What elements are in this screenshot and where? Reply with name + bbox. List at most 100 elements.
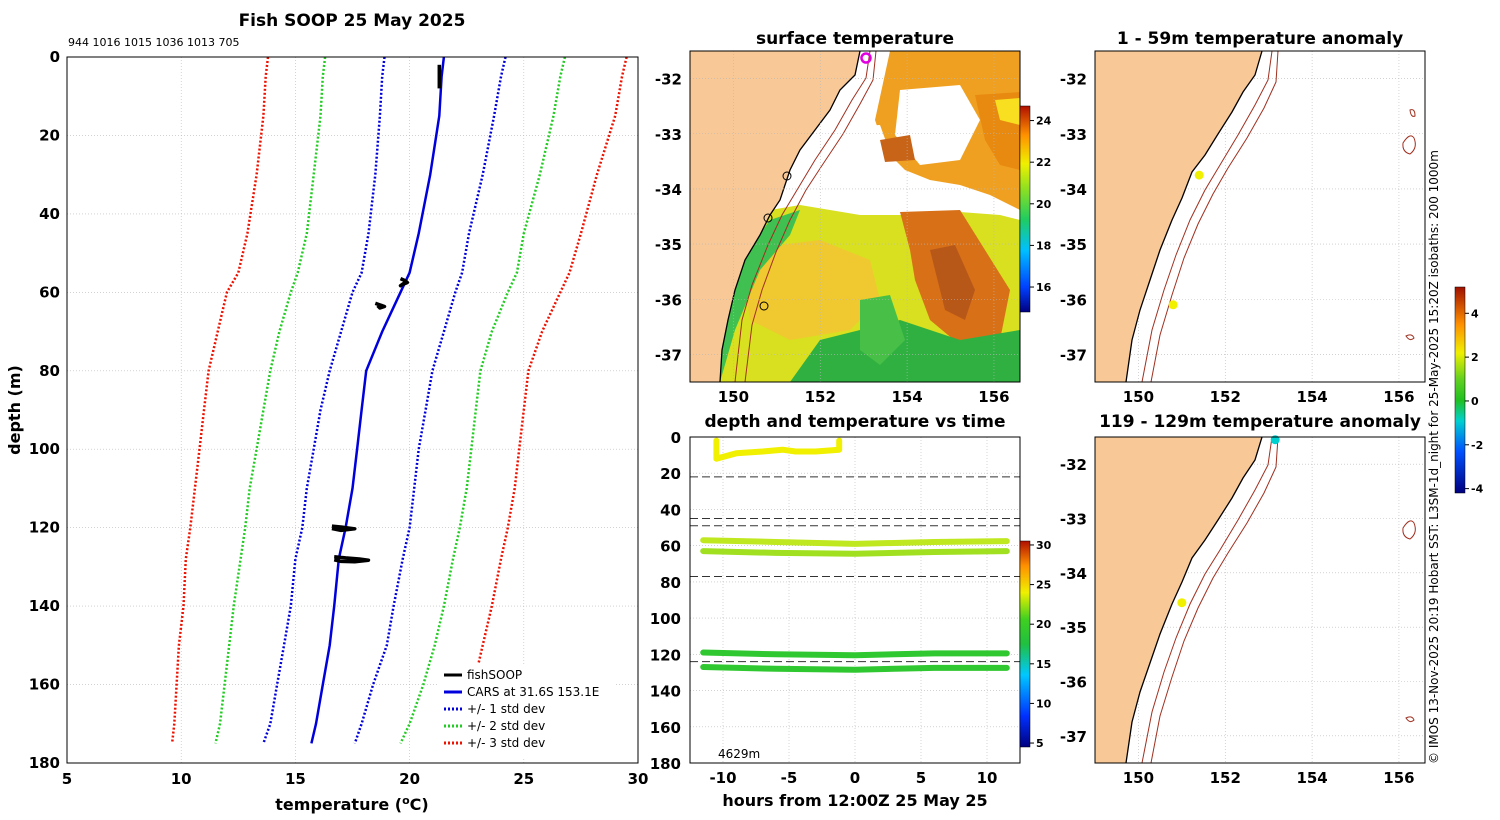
sst-cb-label: 18 [1036,239,1051,252]
profile-xtick-label: 10 [171,770,192,788]
anomaly-lower-cast-point [1177,598,1187,608]
profile-ytick-label: 160 [29,676,60,694]
sst-map-xtick-label: 156 [978,388,1009,406]
anomaly-upper-seamount-2 [1409,109,1416,117]
sst-warm-patch [995,98,1020,125]
sst-map-ytick-label: -32 [655,71,682,89]
anomaly-upper-ytick-label: -33 [1060,126,1087,144]
anomaly-upper-box [1094,50,1426,383]
time-xtick-label: 5 [916,769,926,787]
profile-series--3-std [170,57,270,744]
anomaly-upper-xtick-label: 156 [1383,388,1414,406]
legend-label-fish: fishSOOP [467,668,522,682]
time-xtick-label: 0 [850,769,860,787]
sst-map-ticks: 150 152 154 156 -32 -33 -34 -35 -36 -37 16 18 20 22 24 [655,71,1052,406]
anomaly-lower-map [1095,437,1416,763]
anomaly-lower-seamount-1 [1402,520,1416,540]
time-cb-label: 25 [1036,579,1051,592]
profile-series--1-std [262,57,386,744]
sst-map-title: surface temperature [756,29,954,49]
sst-cb-label: 24 [1036,115,1052,128]
profile-series--1-std [353,57,507,744]
sst-eddy-warm [740,240,880,340]
profile-axes-box [66,56,639,764]
profile-legend: fishSOOP CARS at 31.6S 153.1E +/- 1 std … [438,664,614,759]
anomaly-lower-panel: 119 - 129m temperature anomaly 150 152 154… [1060,412,1426,787]
anomaly-upper-isobath-200 [1141,51,1273,382]
anomaly-upper-ytick-label: -32 [1060,71,1087,89]
fishsoop-trace [374,301,387,310]
credit-text: © IMOS 13-Nov-2025 20:19 Hobart SST: L3S… [1427,150,1441,764]
legend-bg [438,664,614,759]
sst-map-grid [690,51,1020,382]
sst-cb-label: 22 [1036,156,1051,169]
sst-station-3 [759,301,769,311]
time-cb-label: 15 [1036,658,1051,671]
profile-xtick-label: 5 [62,770,72,788]
sst-cb-label: 20 [1036,198,1052,211]
anomaly-lower-ytick-label: -33 [1060,511,1087,529]
sst-cloud-1 [895,85,980,165]
anomaly-cb-label: -4 [1471,483,1484,496]
sst-patch-brown [880,135,915,162]
anomaly-upper-ticks: 150 152 154 156 -32 -33 -34 -35 -36 -37 [1060,71,1415,406]
anomaly-upper-seamount-1 [1402,135,1416,155]
time-cb-label: 30 [1036,539,1052,552]
sst-map-xtick-label: 152 [805,388,836,406]
fishsoop-trace [398,277,410,288]
anomaly-lower-box [1094,436,1426,764]
anomaly-lower-ytick-label: -36 [1060,674,1087,692]
anomaly-lower-coast [1125,437,1263,763]
sst-map-ytick-label: -34 [655,181,682,199]
anomaly-lower-ytick-label: -32 [1060,456,1087,474]
anomaly-lower-isobath-1000 [1150,437,1279,763]
anomaly-upper-seamount-3 [1405,334,1415,341]
profile-lines [170,57,628,744]
sst-map-xtick-label: 150 [718,388,749,406]
sst-map-ytick-label: -36 [655,291,682,309]
time-xtick-label: -10 [709,769,736,787]
sst-isobath-200 [734,51,871,382]
anomaly-upper-ytick-label: -34 [1060,181,1087,199]
sst-map-xtick-label: 154 [891,388,922,406]
legend-label-std3: +/- 3 std dev [467,736,545,750]
anomaly-lower-ytick-label: -37 [1060,728,1087,746]
profile-ytick-label: 80 [39,362,60,380]
sst-map-ytick-label: -33 [655,126,682,144]
profile-xtick-label: 20 [399,770,420,788]
sst-south-green [790,320,1020,382]
anomaly-upper-panel: 1 - 59m temperature anomaly 150 152 154 156… [1060,29,1426,406]
anomaly-lower-ticks: 150 152 154 156 -32 -33 -34 -35 -36 -37 [1060,456,1415,787]
time-ytick-label: 80 [660,574,681,592]
profile-ytick-label: 20 [39,126,60,144]
sst-colorbar [1019,105,1031,313]
time-xtick-label: 10 [977,769,998,787]
anomaly-lower-title: 119 - 129m temperature anomaly [1099,412,1421,432]
anomaly-cb-label: 2 [1471,351,1479,364]
time-cb-label: 5 [1036,737,1044,750]
sst-map-panel: surface temperature [655,29,1052,406]
fishsoop-trace [331,524,357,533]
sst-station-1 [782,171,792,181]
time-ytick-label: 120 [650,646,681,664]
anomaly-upper-xtick-label: 150 [1123,388,1154,406]
profile-xtick-label: 30 [628,770,649,788]
sst-green-filament [860,295,905,365]
anomaly-upper-xtick-label: 152 [1210,388,1241,406]
time-ytick-label: 140 [650,683,681,701]
anomaly-cb-label: -2 [1471,439,1483,452]
time-ytick-label: 180 [650,755,681,773]
anomaly-colorbar-ticks: 4 2 0 -2 -4 [1465,307,1484,496]
anomaly-upper-points [1168,170,1204,310]
anomaly-colorbar [1454,286,1466,494]
anomaly-upper-coast [1125,51,1263,382]
anomaly-upper-map [1095,51,1416,382]
profile-series--3-std [451,57,628,744]
time-colorbar [1019,540,1031,748]
time-ytick-label: 100 [650,610,681,628]
sst-station-2 [763,213,773,223]
anomaly-upper-cast-point [1168,300,1178,310]
bottom-depth-note: 4629m [718,747,760,761]
